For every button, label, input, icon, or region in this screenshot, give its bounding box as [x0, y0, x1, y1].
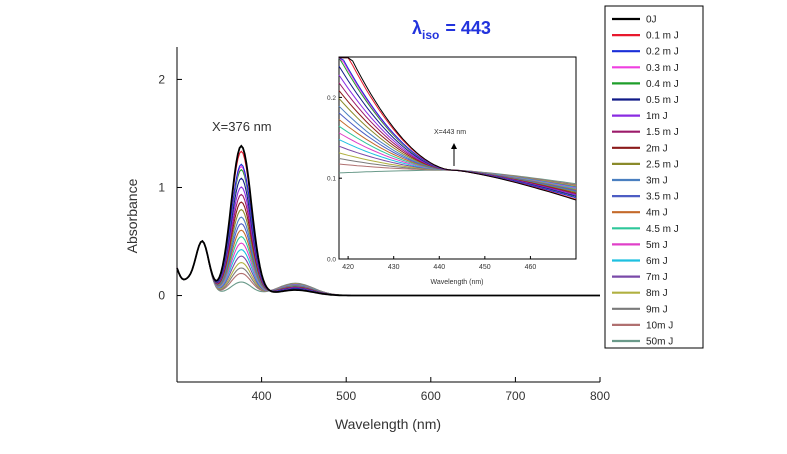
legend-label: 1m J: [646, 111, 668, 122]
inset-frame: [338, 56, 577, 260]
inset-axis-ticks: 420 430 440 450 460 0.0 0.1 0.2: [327, 95, 536, 271]
legend-label: 3m J: [646, 176, 668, 187]
legend-label: 2.5 m J: [646, 159, 679, 170]
series-line: [176, 144, 600, 297]
x-tick-label: 700: [505, 389, 525, 403]
y-tick-label: 0: [158, 289, 165, 303]
legend-label: 7m J: [646, 272, 668, 283]
x-axis-label: Wavelength (nm): [335, 416, 441, 432]
legend-label: 5m J: [646, 240, 668, 251]
y-axis-label: Absorbance: [124, 178, 140, 253]
x-tick-label: 400: [252, 389, 272, 403]
legend-label: 50m J: [646, 337, 673, 348]
inset-x-tick-label: 440: [433, 264, 445, 271]
legend-label: 0.4 m J: [646, 79, 679, 90]
legend-box: [604, 5, 704, 349]
x-tick-label: 600: [421, 389, 441, 403]
inset-x-tick-label: 420: [342, 264, 354, 271]
inset-series-line: [339, 57, 577, 201]
inset-series-group: [338, 57, 577, 201]
inset-annotation: X=443 nm: [434, 129, 466, 136]
legend: 0J 0.1 m J 0.2 m J 0.3 m J 0.4 m J 0.5 m J 1m …: [612, 15, 679, 348]
inset-y-tick-label: 0.0: [327, 257, 336, 264]
legend-label: 2m J: [646, 143, 668, 154]
peak-annotation: X=376 nm: [212, 119, 272, 134]
x-tick-label: 500: [336, 389, 356, 403]
inset-y-tick-label: 0.2: [327, 95, 336, 102]
inset-arrow-head: [451, 143, 457, 149]
y-tick-label: 1: [158, 180, 165, 194]
legend-label: 0.5 m J: [646, 95, 679, 106]
inset-chart: 420 430 440 450 460 0.0 0.1 0.2 X=443 nm Wavele…: [327, 56, 577, 286]
legend-label: 4m J: [646, 208, 668, 219]
inset-x-axis-label: Wavelength (nm): [430, 279, 483, 286]
legend-label: 3.5 m J: [646, 192, 679, 203]
legend-label: 0.2 m J: [646, 47, 679, 58]
inset-x-tick-label: 430: [388, 264, 400, 271]
x-tick-label: 800: [590, 389, 610, 403]
legend-label: 10m J: [646, 320, 673, 331]
legend-label: 6m J: [646, 256, 668, 267]
y-tick-label: 2: [158, 72, 165, 86]
legend-label: 1.5 m J: [646, 127, 679, 138]
legend-label: 4.5 m J: [646, 224, 679, 235]
chart-title: λiso = 443: [412, 18, 491, 42]
legend-label: 0J: [646, 15, 657, 26]
legend-label: 0.1 m J: [646, 31, 679, 42]
inset-x-tick-label: 460: [525, 264, 537, 271]
main-axis-ticks: 400 500 600 700 800 0 1 2: [158, 72, 610, 403]
inset-x-tick-label: 450: [479, 264, 491, 271]
inset-y-tick-label: 0.1: [327, 176, 336, 183]
legend-label: 8m J: [646, 288, 668, 299]
main-series-group: [176, 144, 600, 297]
legend-label: 0.3 m J: [646, 63, 679, 74]
legend-label: 9m J: [646, 304, 668, 315]
